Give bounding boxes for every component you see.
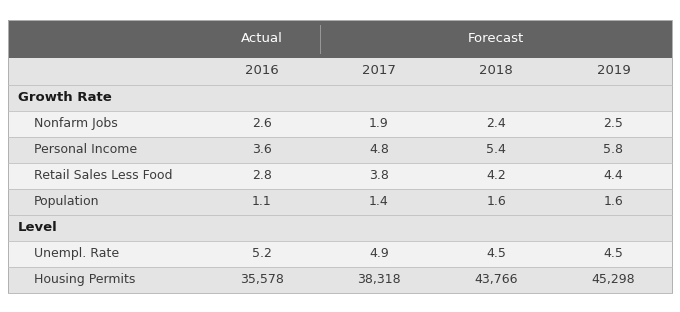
Text: 4.5: 4.5 [486, 247, 506, 260]
Text: Retail Sales Less Food: Retail Sales Less Food [34, 169, 173, 182]
Text: Personal Income: Personal Income [34, 143, 137, 156]
Text: 35,578: 35,578 [239, 273, 284, 286]
Text: 1.1: 1.1 [252, 195, 271, 208]
Text: 1.6: 1.6 [486, 195, 506, 208]
Text: 1.9: 1.9 [369, 117, 389, 130]
Text: Unempl. Rate: Unempl. Rate [34, 247, 119, 260]
Bar [8, 188, 672, 215]
Text: Growth Rate: Growth Rate [18, 91, 112, 104]
Text: 3.6: 3.6 [252, 143, 271, 156]
Bar [8, 215, 672, 241]
Bar [8, 85, 672, 110]
Text: 2.6: 2.6 [252, 117, 271, 130]
Text: 5.2: 5.2 [252, 247, 271, 260]
Text: Nonfarm Jobs: Nonfarm Jobs [34, 117, 118, 130]
Text: 2016: 2016 [245, 65, 279, 77]
Text: Housing Permits: Housing Permits [34, 273, 135, 286]
Bar [8, 110, 672, 137]
Text: 4.9: 4.9 [369, 247, 389, 260]
Text: 2.4: 2.4 [486, 117, 506, 130]
Text: 4.4: 4.4 [604, 169, 624, 182]
Text: 4.2: 4.2 [486, 169, 506, 182]
Text: Level: Level [18, 221, 58, 234]
Text: 4.8: 4.8 [369, 143, 389, 156]
Text: Actual: Actual [241, 32, 283, 45]
Text: 3.8: 3.8 [369, 169, 389, 182]
Text: 45,298: 45,298 [592, 273, 635, 286]
Text: 4.5: 4.5 [603, 247, 624, 260]
Text: 43,766: 43,766 [475, 273, 518, 286]
Text: 2019: 2019 [596, 65, 630, 77]
Text: 1.6: 1.6 [604, 195, 624, 208]
Bar [8, 163, 672, 188]
Text: 2.8: 2.8 [252, 169, 271, 182]
Text: 2018: 2018 [479, 65, 513, 77]
Text: 2.5: 2.5 [603, 117, 624, 130]
Text: Forecast: Forecast [468, 32, 524, 45]
Bar [8, 19, 672, 293]
Text: 2017: 2017 [362, 65, 396, 77]
Bar [8, 266, 672, 293]
Text: 5.4: 5.4 [486, 143, 506, 156]
Bar [8, 137, 672, 163]
Bar [8, 241, 672, 266]
Text: 1.4: 1.4 [369, 195, 389, 208]
Text: 38,318: 38,318 [357, 273, 401, 286]
Bar [8, 57, 672, 85]
Bar [8, 19, 672, 57]
Text: Population: Population [34, 195, 99, 208]
Text: 5.8: 5.8 [603, 143, 624, 156]
